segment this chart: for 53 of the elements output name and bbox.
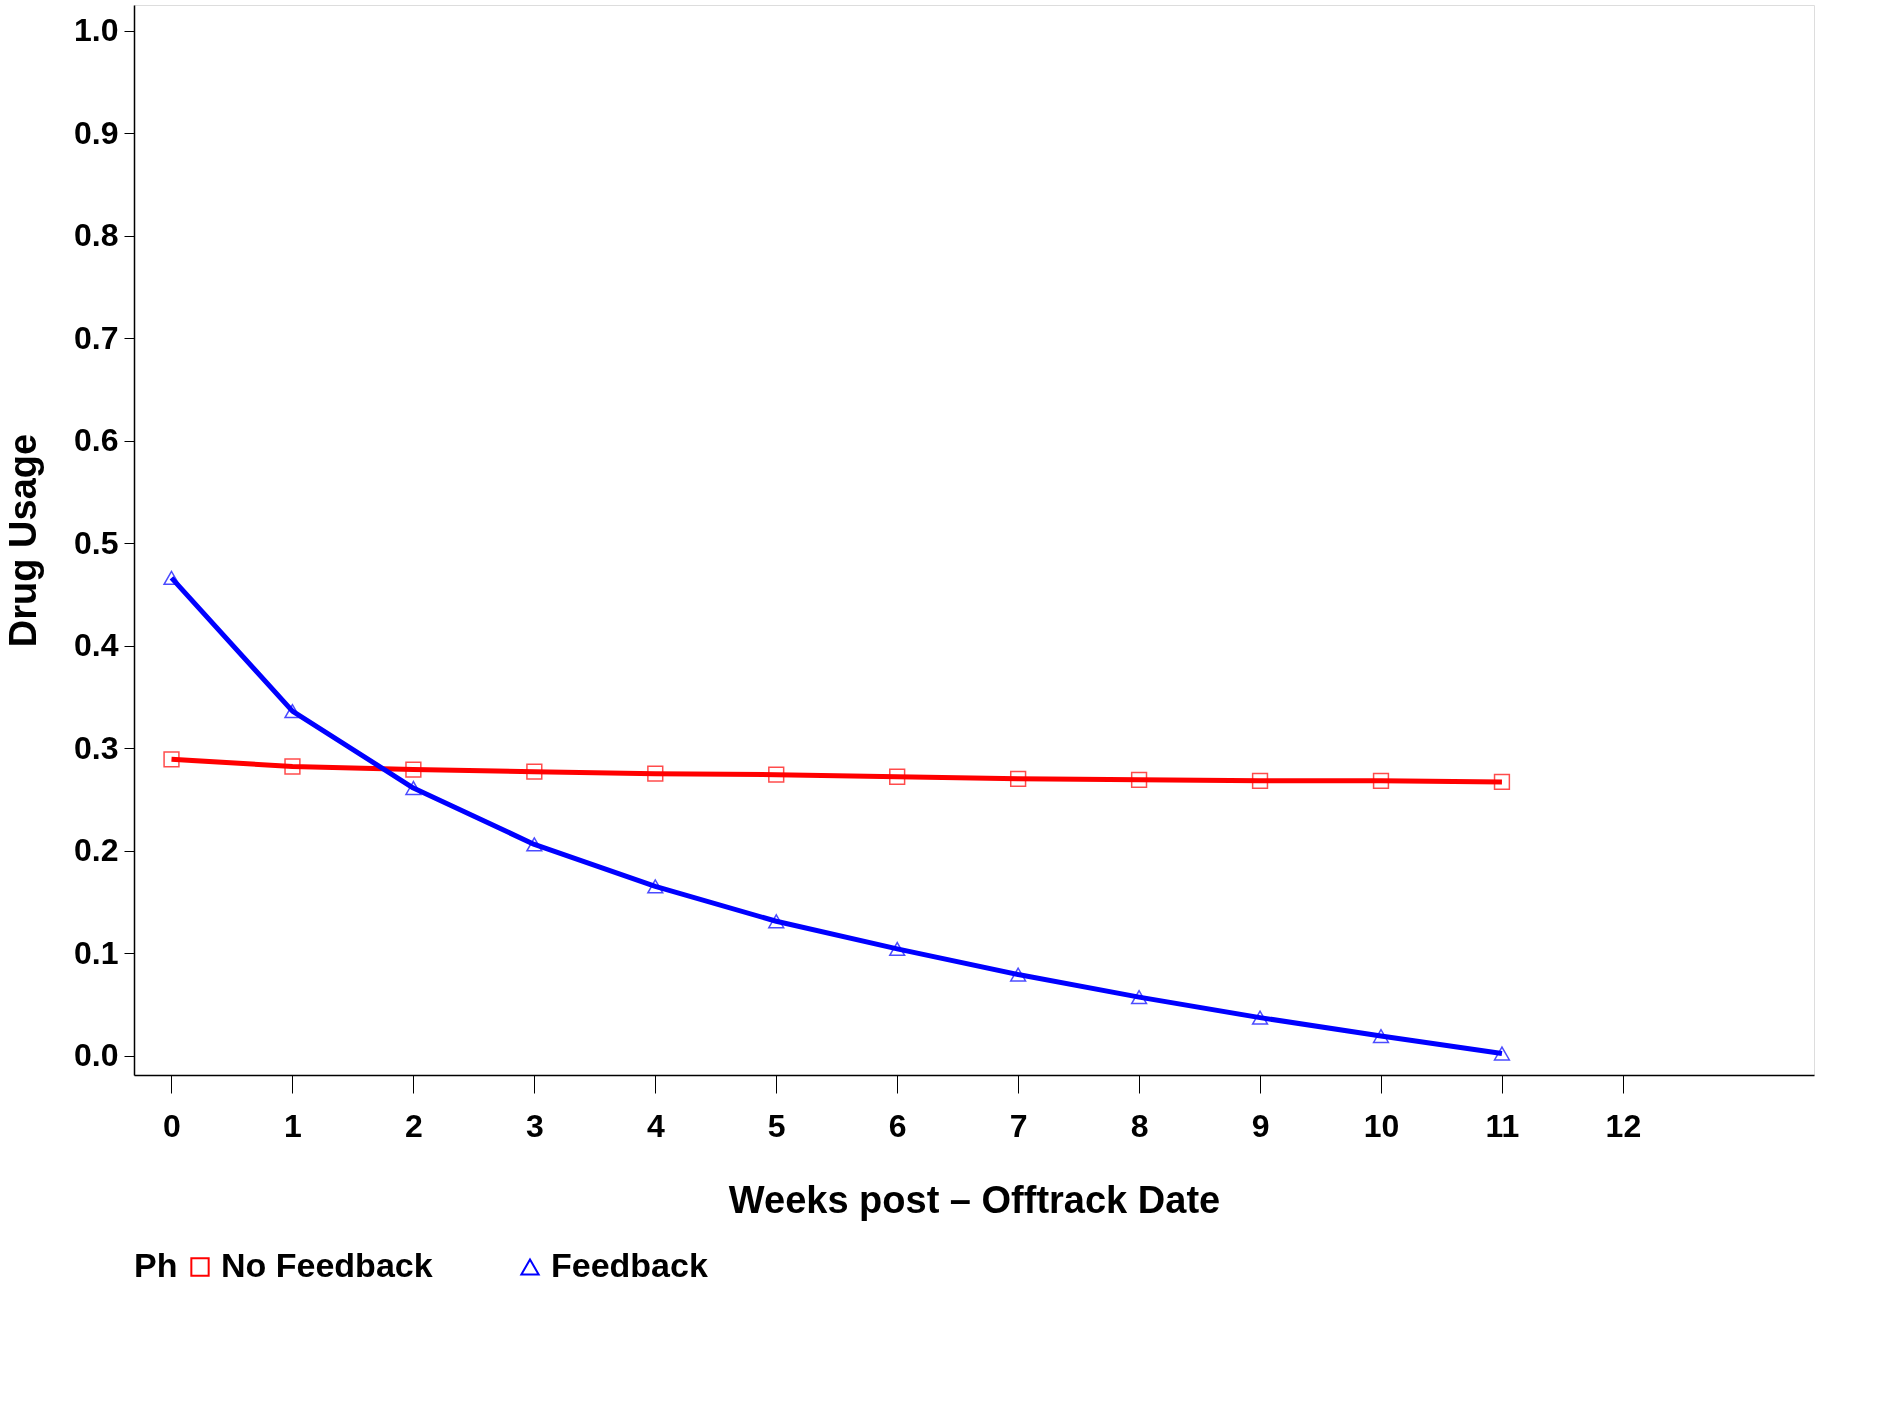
point [647, 879, 664, 894]
y-tick-label: 1.0 [74, 12, 119, 49]
x-tick-label: 9 [1251, 1107, 1270, 1144]
point [1372, 772, 1390, 790]
y-tick-label: 0.4 [74, 627, 119, 664]
x-tick-label: 4 [646, 1107, 665, 1144]
legend-label: Feedback [551, 1246, 708, 1284]
legend-title: Ph [134, 1246, 178, 1284]
point [163, 751, 180, 768]
point [284, 703, 301, 719]
y-tick-label: 0.6 [74, 422, 119, 459]
point [1009, 967, 1027, 982]
point [1372, 1028, 1390, 1044]
point [163, 570, 180, 586]
y-tick-label: 0.1 [74, 934, 119, 971]
y-tick-label: 0.9 [74, 114, 119, 151]
x-tick-label: 6 [888, 1107, 907, 1144]
point [405, 761, 422, 778]
point [526, 837, 543, 852]
point [1251, 772, 1269, 790]
point [1251, 1010, 1269, 1025]
point [647, 765, 664, 782]
legend-label: No Feedback [221, 1246, 433, 1284]
x-axis-title: Weeks post – Offtrack Date [728, 1178, 1221, 1221]
point [1009, 770, 1027, 787]
point [1130, 989, 1148, 1005]
point [1493, 1046, 1511, 1061]
y-tick-label: 0.0 [74, 1037, 119, 1074]
point [889, 941, 906, 957]
point [1493, 773, 1511, 791]
x-tick-label: 2 [405, 1107, 423, 1144]
y-axis-title: Drug Usage [2, 433, 45, 648]
x-tick-label: 8 [1130, 1107, 1149, 1144]
x-tick-label: 11 [1485, 1107, 1520, 1144]
x-tick-label: 1 [284, 1107, 302, 1144]
point [526, 763, 543, 780]
y-tick-label: 0.8 [74, 217, 119, 254]
point [889, 768, 906, 785]
x-tick-label: 12 [1605, 1107, 1642, 1144]
y-tick-label: 0.3 [74, 729, 119, 766]
point [768, 766, 785, 783]
x-tick-label: 5 [767, 1107, 786, 1144]
y-tick-label: 0.7 [74, 319, 119, 356]
x-tick-label: 0 [163, 1107, 181, 1144]
x-tick-label: 3 [525, 1107, 544, 1144]
point [768, 914, 785, 929]
y-tick-label: 0.2 [74, 832, 119, 869]
x-tick-label: 10 [1363, 1107, 1400, 1144]
point [1130, 771, 1148, 788]
point [284, 758, 301, 775]
y-tick-label: 0.5 [74, 524, 119, 561]
x-tick-label: 7 [1009, 1107, 1028, 1144]
point [405, 780, 422, 796]
